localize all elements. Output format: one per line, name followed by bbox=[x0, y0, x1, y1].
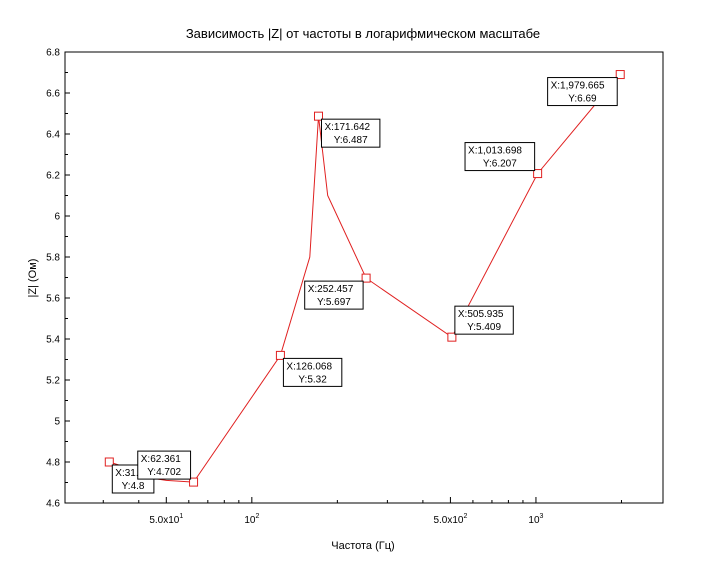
data-label-box bbox=[304, 280, 364, 310]
y-tick-label: 6.4 bbox=[46, 130, 60, 141]
data-label: X:1,013.698 Y:6.207 bbox=[464, 142, 536, 172]
x-tick-label: 5.0x102 bbox=[433, 513, 467, 526]
data-point bbox=[615, 70, 625, 80]
data-label-box bbox=[137, 450, 192, 480]
data-label-box bbox=[547, 77, 618, 107]
data-label-box bbox=[464, 142, 536, 172]
data-point bbox=[189, 477, 199, 487]
data-label-x: X:1,013.698 bbox=[468, 146, 522, 157]
data-label: X:62.361 Y:4.702 bbox=[137, 450, 192, 480]
data-label-y: Y:6.207 bbox=[483, 159, 517, 170]
data-label-y: Y:5.409 bbox=[467, 322, 501, 333]
data-label-x: X:31.5 bbox=[115, 468, 144, 479]
data-label-x: X:171.642 bbox=[324, 122, 370, 133]
data-label-y: Y:4.8 bbox=[122, 481, 145, 492]
data-label-x: X:505.935 bbox=[458, 309, 504, 320]
data-label: X:505.935 Y:5.409 bbox=[454, 305, 514, 335]
data-point bbox=[104, 457, 114, 467]
data-point bbox=[447, 332, 457, 342]
y-tick-label: 6.2 bbox=[46, 171, 60, 182]
y-tick-label: 5 bbox=[54, 417, 60, 428]
data-label-y: Y:6.487 bbox=[334, 135, 368, 146]
data-label-x: X:126.068 bbox=[286, 361, 332, 372]
x-axis-label: Частота (Гц) bbox=[331, 540, 394, 552]
y-axis: 4.6 4.8 5 5.2 5.4 5.6 5.8 6 6.2 6.4 6.6 6.8 bbox=[46, 48, 70, 510]
x-tick-label: 103 bbox=[528, 513, 543, 526]
data-label-y: Y:5.697 bbox=[317, 297, 351, 308]
series-group bbox=[104, 70, 625, 487]
data-point bbox=[533, 169, 543, 179]
data-label-box bbox=[282, 357, 343, 387]
data-point bbox=[313, 111, 323, 121]
data-label-y: Y:4.702 bbox=[147, 467, 181, 478]
y-tick-label: 6.8 bbox=[46, 48, 60, 59]
data-label-x: X:1,979.665 bbox=[551, 81, 605, 92]
x-tick-label: 5.0x101 bbox=[149, 513, 183, 526]
data-label: X:171.642 Y:6.487 bbox=[320, 118, 381, 148]
y-axis-label: |Z| (Ом) bbox=[27, 259, 39, 298]
data-labels: X:31.5 Y:4.8 X:62.361 Y:4.702 X:126.068 Y:5.3… bbox=[111, 77, 618, 494]
data-label-x: X:252.457 bbox=[308, 284, 354, 295]
x-tick-label: 102 bbox=[244, 513, 259, 526]
y-tick-label: 5.4 bbox=[46, 335, 60, 346]
data-label: X:1,979.665 Y:6.69 bbox=[547, 77, 618, 107]
data-point bbox=[361, 273, 371, 283]
y-tick-label: 6 bbox=[54, 212, 60, 223]
data-label: X:252.457 Y:5.697 bbox=[304, 280, 364, 310]
chart-title: Зависимость |Z| от частоты в логарифмиче… bbox=[186, 26, 540, 41]
x-axis: 5.0x101 102 5.0x102 103 bbox=[102, 497, 622, 526]
data-label-box bbox=[320, 118, 381, 148]
data-label-y: Y:6.69 bbox=[568, 94, 597, 105]
y-tick-label: 6.6 bbox=[46, 89, 60, 100]
y-tick-label: 5.6 bbox=[46, 294, 60, 305]
y-tick-label: 5.8 bbox=[46, 253, 60, 264]
y-tick-label: 5.2 bbox=[46, 376, 60, 387]
data-label-box bbox=[454, 305, 514, 335]
data-label-x: X:62.361 bbox=[141, 454, 181, 465]
y-tick-label: 4.6 bbox=[46, 499, 60, 510]
data-point bbox=[275, 350, 285, 360]
data-label-y: Y:5.32 bbox=[298, 374, 327, 385]
y-tick-label: 4.8 bbox=[46, 458, 60, 469]
data-label: X:126.068 Y:5.32 bbox=[282, 357, 343, 387]
